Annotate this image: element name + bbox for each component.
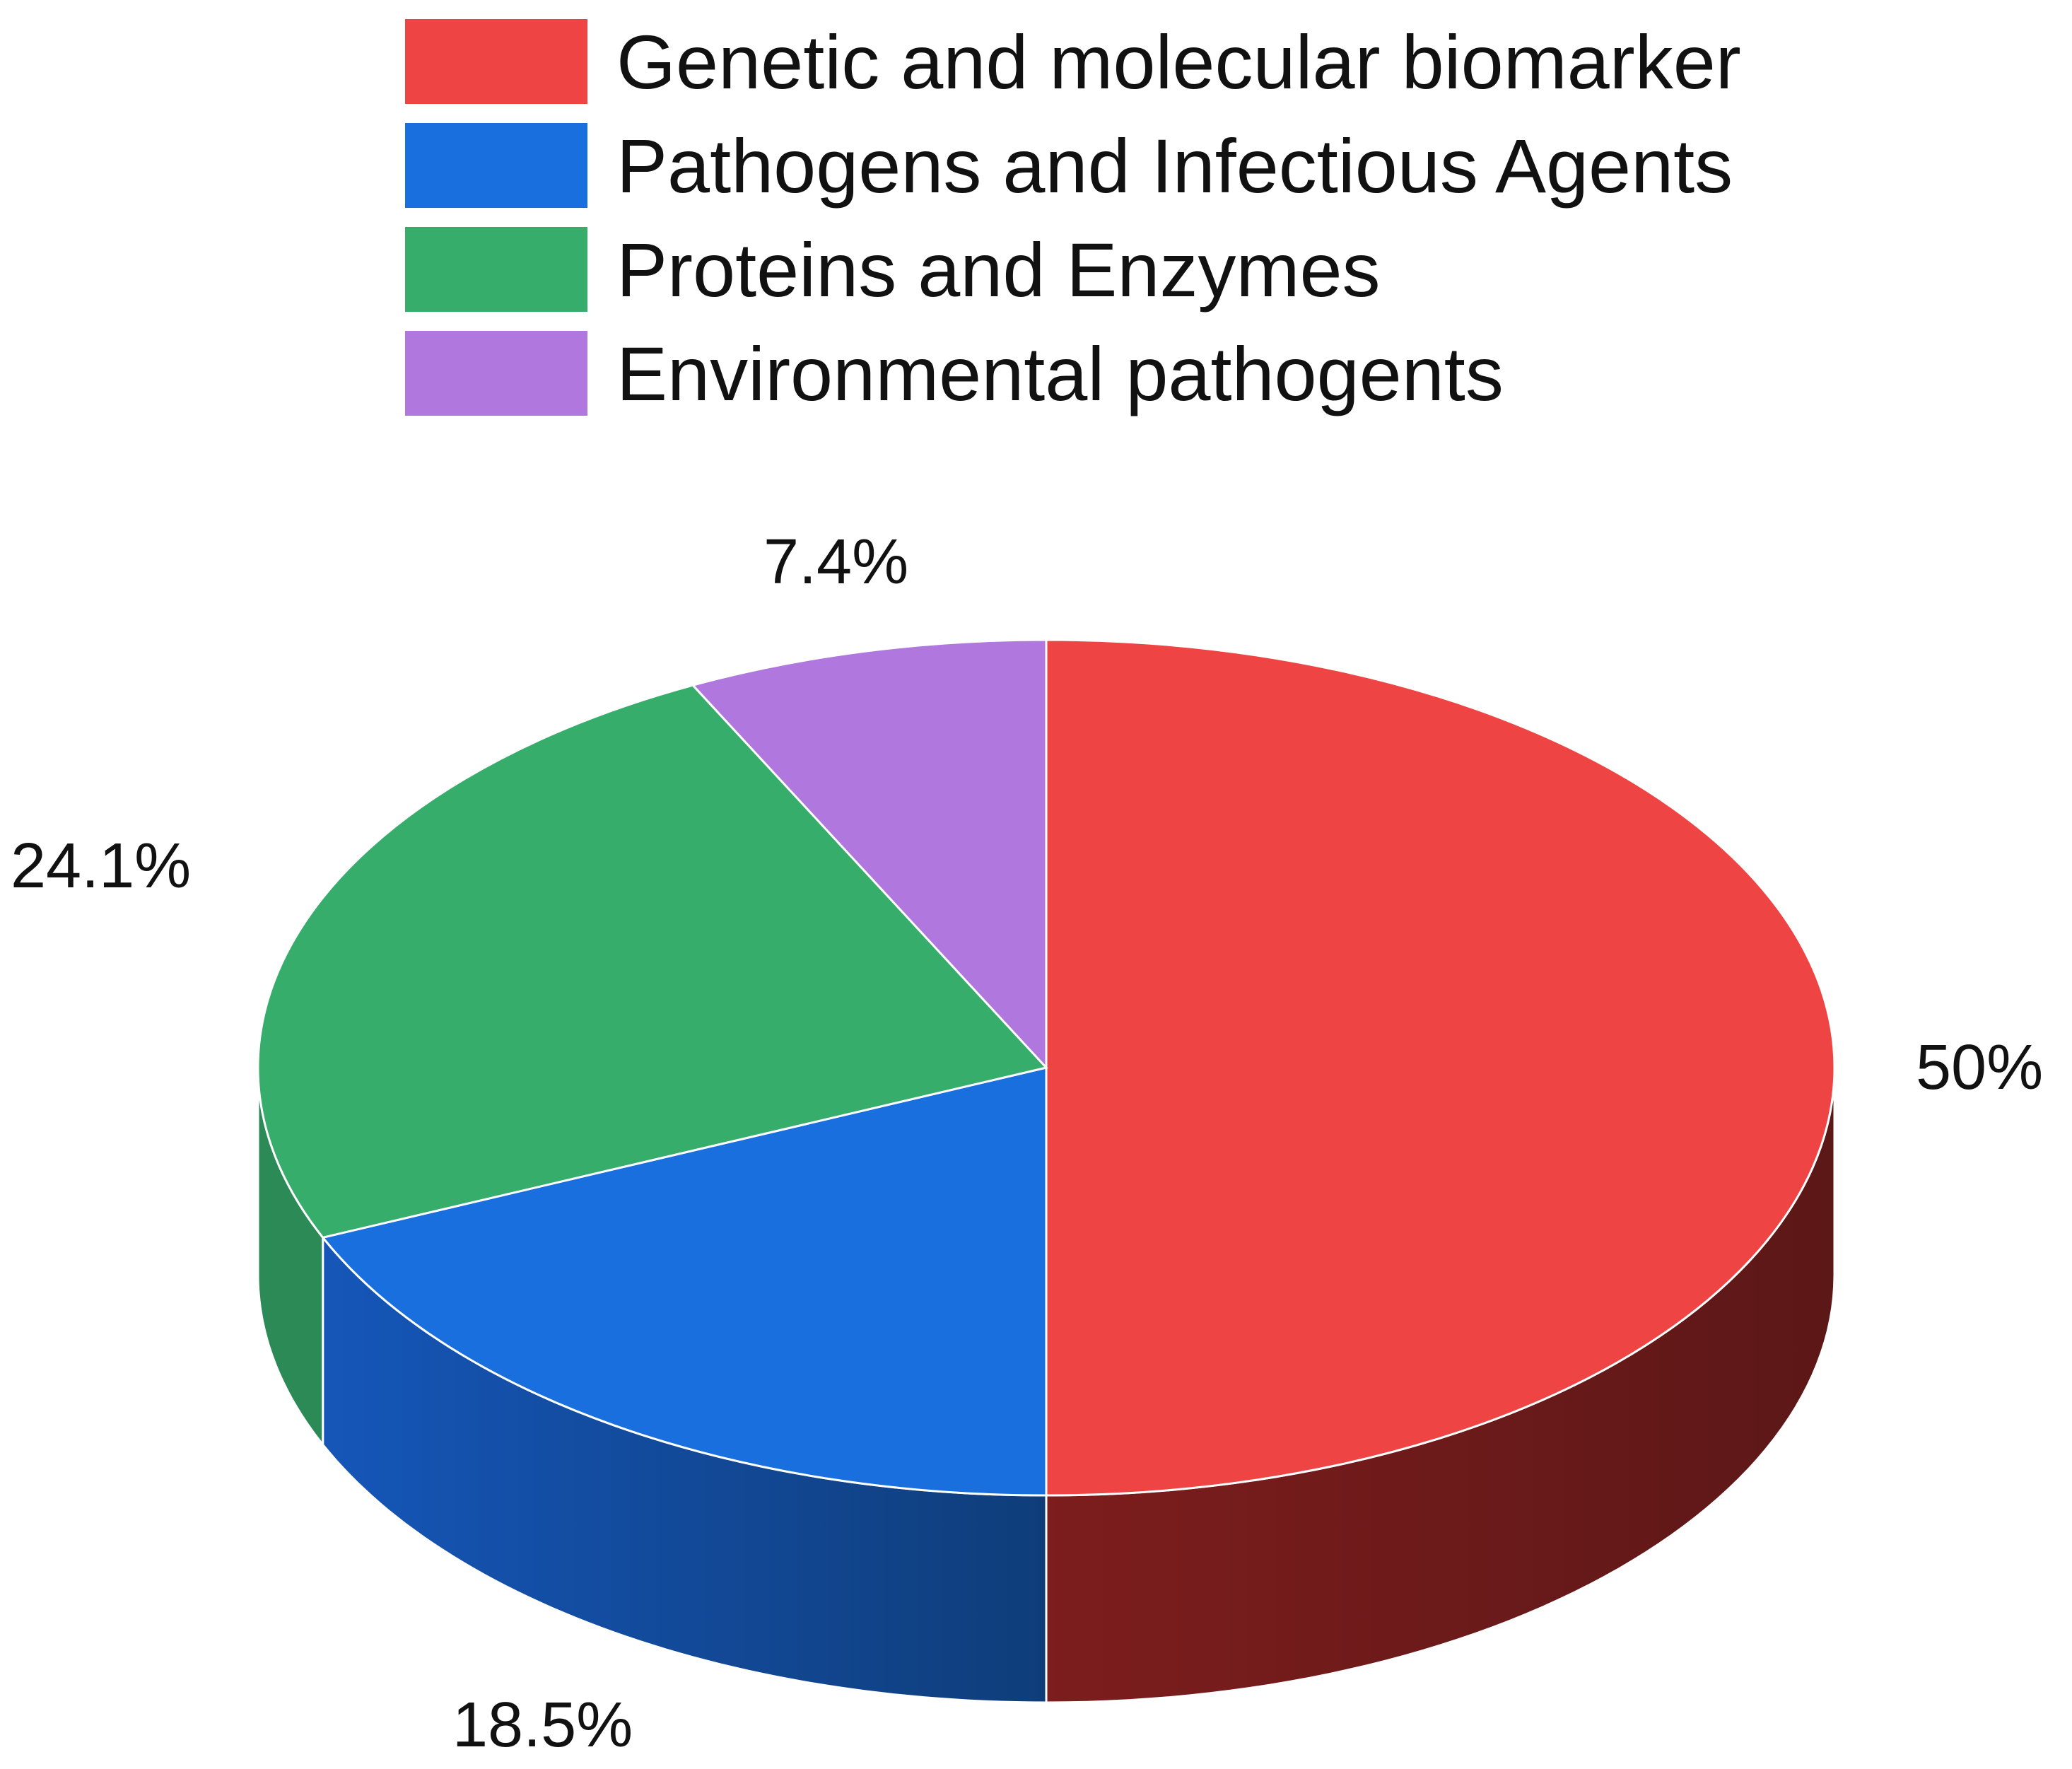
- slice-value-label-1: 18.5%: [452, 1690, 633, 1761]
- legend-label-3: Environmental pathogents: [616, 331, 1504, 416]
- legend-swatch-1: [405, 123, 587, 208]
- slice-0: [1045, 638, 1836, 1497]
- pie-sides: [257, 1067, 1836, 1704]
- slice-1: [321, 1066, 1048, 1497]
- legend-label-0: Genetic and molecular biomarker: [616, 19, 1741, 105]
- pie-slices: [257, 638, 1836, 1497]
- slice-value-label-3: 7.4%: [763, 527, 908, 597]
- slice-3: [691, 638, 1048, 1070]
- slice-value-label-0: 50%: [1916, 1032, 2043, 1103]
- slice-value-label-2: 24.1%: [11, 831, 191, 901]
- legend-label-2: Proteins and Enzymes: [616, 227, 1381, 313]
- legend: Genetic and molecular biomarker Pathogens…: [405, 19, 1741, 416]
- slice-labels: 50% 18.5% 24.1% 7.4%: [11, 527, 2043, 1761]
- legend-swatch-3: [405, 331, 587, 416]
- legend-swatch-2: [405, 227, 587, 312]
- legend-swatch-0: [405, 19, 587, 104]
- legend-label-1: Pathogens and Infectious Agents: [616, 123, 1733, 209]
- slice-2: [257, 684, 1048, 1239]
